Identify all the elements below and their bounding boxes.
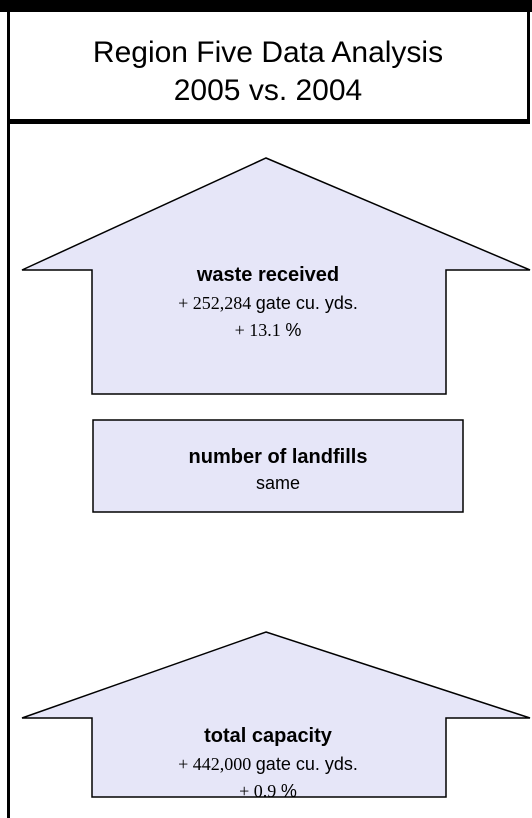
item-change: + 442,000 gate cu. yds. — [178, 754, 358, 774]
item-percent: + 0.9 % — [239, 781, 297, 801]
change-unit: gate cu. yds. — [256, 754, 358, 774]
change-unit: gate cu. yds. — [256, 293, 358, 313]
item-label: waste received — [196, 264, 339, 286]
title-line: Region Five Data Analysis — [93, 36, 443, 69]
up-arrow — [21, 631, 531, 798]
left-border — [7, 0, 10, 818]
item-percent: + 13.1 % — [235, 320, 302, 340]
item-status: same — [256, 473, 300, 493]
title-bottom-border — [7, 119, 530, 124]
change-value: + 442,000 — [178, 754, 251, 774]
title-right-border — [527, 0, 530, 124]
item-label: number of landfills — [189, 446, 368, 468]
title-line: 2005 vs. 2004 — [174, 74, 362, 107]
status-box — [92, 419, 464, 513]
percent-value: + 13.1 — [235, 320, 281, 340]
percent-value: + 0.9 — [239, 781, 276, 801]
percent-unit: % — [281, 781, 297, 801]
item-label: total capacity — [204, 725, 333, 747]
change-value: + 252,284 — [178, 293, 251, 313]
top-border — [0, 0, 532, 12]
percent-unit: % — [285, 320, 301, 340]
up-arrow — [21, 157, 531, 395]
item-change: + 252,284 gate cu. yds. — [178, 293, 358, 313]
